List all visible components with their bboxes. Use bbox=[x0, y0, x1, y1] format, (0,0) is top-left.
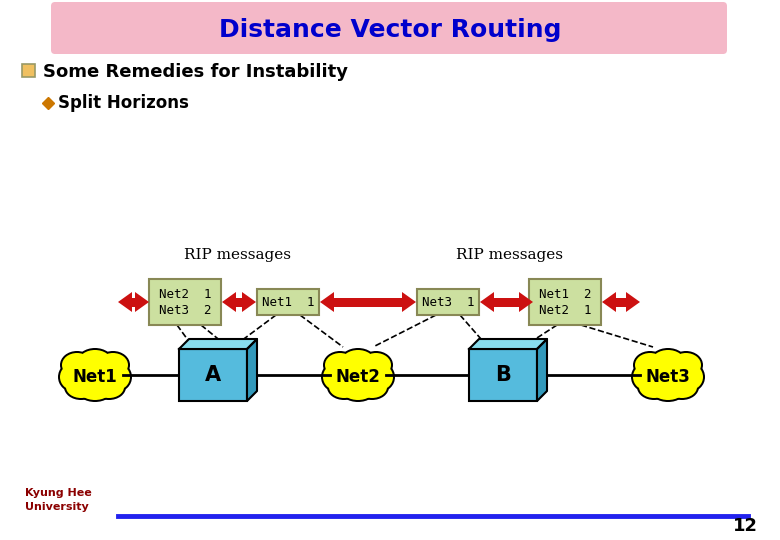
Text: Net1: Net1 bbox=[73, 368, 117, 386]
Ellipse shape bbox=[69, 356, 121, 394]
Ellipse shape bbox=[667, 376, 697, 398]
Ellipse shape bbox=[650, 348, 686, 374]
Ellipse shape bbox=[340, 348, 376, 374]
Ellipse shape bbox=[64, 374, 98, 400]
Ellipse shape bbox=[102, 362, 132, 392]
Ellipse shape bbox=[633, 364, 659, 390]
FancyBboxPatch shape bbox=[236, 298, 242, 307]
Ellipse shape bbox=[359, 351, 393, 379]
Ellipse shape bbox=[325, 353, 355, 377]
Polygon shape bbox=[179, 339, 257, 349]
Ellipse shape bbox=[342, 380, 374, 400]
Ellipse shape bbox=[66, 376, 96, 398]
FancyBboxPatch shape bbox=[494, 298, 519, 307]
Text: B: B bbox=[495, 365, 511, 385]
FancyBboxPatch shape bbox=[179, 349, 247, 401]
Text: Some Remedies for Instability: Some Remedies for Instability bbox=[43, 63, 348, 81]
Text: Net3  2: Net3 2 bbox=[159, 303, 211, 316]
Polygon shape bbox=[480, 292, 494, 312]
Text: Net2: Net2 bbox=[335, 368, 381, 386]
FancyBboxPatch shape bbox=[132, 298, 135, 307]
Ellipse shape bbox=[96, 351, 130, 379]
Polygon shape bbox=[602, 292, 616, 312]
Text: RIP messages: RIP messages bbox=[183, 248, 290, 262]
FancyBboxPatch shape bbox=[51, 2, 727, 54]
Ellipse shape bbox=[642, 356, 694, 394]
Polygon shape bbox=[118, 292, 132, 312]
Ellipse shape bbox=[330, 354, 386, 396]
Ellipse shape bbox=[98, 353, 128, 377]
Text: Net1  1: Net1 1 bbox=[262, 295, 314, 308]
Ellipse shape bbox=[367, 364, 393, 390]
Text: Split Horizons: Split Horizons bbox=[58, 94, 189, 112]
Text: Kyung Hee
University: Kyung Hee University bbox=[25, 488, 92, 511]
FancyBboxPatch shape bbox=[334, 298, 402, 307]
Ellipse shape bbox=[635, 353, 665, 377]
Polygon shape bbox=[222, 292, 236, 312]
Ellipse shape bbox=[332, 356, 384, 394]
FancyBboxPatch shape bbox=[529, 279, 601, 325]
Ellipse shape bbox=[104, 364, 130, 390]
Ellipse shape bbox=[650, 378, 686, 402]
Polygon shape bbox=[242, 292, 256, 312]
Polygon shape bbox=[247, 339, 257, 401]
FancyBboxPatch shape bbox=[257, 289, 319, 315]
Ellipse shape bbox=[365, 362, 395, 392]
Ellipse shape bbox=[640, 354, 696, 396]
Ellipse shape bbox=[639, 376, 669, 398]
Ellipse shape bbox=[652, 350, 684, 372]
FancyBboxPatch shape bbox=[149, 279, 221, 325]
Text: Net3: Net3 bbox=[646, 368, 690, 386]
Ellipse shape bbox=[665, 374, 699, 400]
Ellipse shape bbox=[77, 348, 113, 374]
Ellipse shape bbox=[329, 376, 359, 398]
Ellipse shape bbox=[652, 380, 684, 400]
Polygon shape bbox=[402, 292, 416, 312]
Ellipse shape bbox=[58, 362, 88, 392]
Ellipse shape bbox=[671, 353, 701, 377]
Ellipse shape bbox=[79, 380, 111, 400]
Ellipse shape bbox=[355, 374, 389, 400]
Ellipse shape bbox=[327, 374, 361, 400]
FancyBboxPatch shape bbox=[616, 298, 626, 307]
Ellipse shape bbox=[60, 364, 86, 390]
FancyBboxPatch shape bbox=[469, 349, 537, 401]
FancyBboxPatch shape bbox=[417, 289, 479, 315]
Ellipse shape bbox=[323, 351, 357, 379]
Ellipse shape bbox=[77, 378, 113, 402]
Text: Net1  2: Net1 2 bbox=[539, 287, 591, 300]
Ellipse shape bbox=[677, 364, 703, 390]
Polygon shape bbox=[519, 292, 533, 312]
Text: Net2  1: Net2 1 bbox=[539, 303, 591, 316]
FancyBboxPatch shape bbox=[22, 64, 35, 77]
Text: Net2  1: Net2 1 bbox=[159, 287, 211, 300]
Ellipse shape bbox=[669, 351, 703, 379]
Polygon shape bbox=[469, 339, 547, 349]
Ellipse shape bbox=[637, 374, 671, 400]
Polygon shape bbox=[537, 339, 547, 401]
Ellipse shape bbox=[357, 376, 387, 398]
Polygon shape bbox=[626, 292, 640, 312]
Ellipse shape bbox=[675, 362, 705, 392]
Ellipse shape bbox=[60, 351, 94, 379]
Text: Net3  1: Net3 1 bbox=[422, 295, 474, 308]
Ellipse shape bbox=[67, 354, 123, 396]
Ellipse shape bbox=[62, 353, 92, 377]
Text: RIP messages: RIP messages bbox=[456, 248, 563, 262]
Ellipse shape bbox=[323, 364, 349, 390]
Ellipse shape bbox=[321, 362, 351, 392]
Ellipse shape bbox=[340, 378, 376, 402]
Ellipse shape bbox=[361, 353, 391, 377]
Polygon shape bbox=[135, 292, 149, 312]
Ellipse shape bbox=[342, 350, 374, 372]
Ellipse shape bbox=[94, 376, 124, 398]
Polygon shape bbox=[320, 292, 334, 312]
Text: 12: 12 bbox=[733, 517, 758, 535]
Text: A: A bbox=[205, 365, 221, 385]
Ellipse shape bbox=[92, 374, 126, 400]
Text: Distance Vector Routing: Distance Vector Routing bbox=[218, 18, 562, 42]
Ellipse shape bbox=[79, 350, 111, 372]
Ellipse shape bbox=[631, 362, 661, 392]
Ellipse shape bbox=[633, 351, 667, 379]
